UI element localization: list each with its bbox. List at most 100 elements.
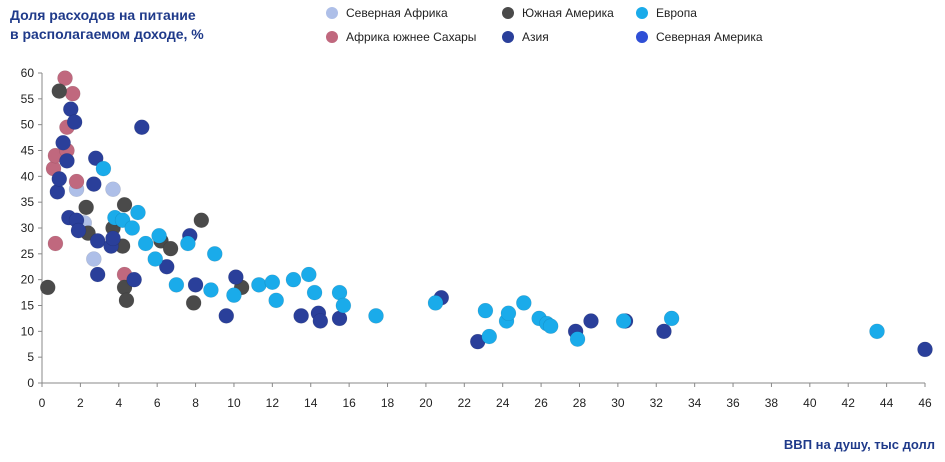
data-point xyxy=(51,83,68,99)
x-tick-label: 14 xyxy=(304,396,318,410)
data-point xyxy=(285,271,302,288)
x-tick-label: 42 xyxy=(842,396,856,410)
legend-label: Южная Америка xyxy=(522,6,614,20)
data-point xyxy=(917,341,933,358)
data-point xyxy=(68,173,85,190)
legend-marker xyxy=(502,31,514,43)
data-point xyxy=(78,199,94,216)
data-point xyxy=(264,274,281,291)
x-tick-label: 2 xyxy=(77,396,84,410)
legend-marker xyxy=(636,31,648,43)
data-point xyxy=(516,295,532,311)
chart-legend: Северная Африка Африка южнее Сахары Южна… xyxy=(326,6,826,50)
data-point xyxy=(49,184,66,200)
legend-item-sub-saharan-africa: Африка южнее Сахары xyxy=(326,30,476,44)
data-point xyxy=(869,323,885,340)
data-point xyxy=(51,171,68,187)
data-point xyxy=(168,277,185,293)
data-point xyxy=(180,235,196,252)
data-point xyxy=(301,266,317,283)
y-tick-label: 10 xyxy=(21,324,35,338)
y-tick-label: 35 xyxy=(21,195,35,209)
data-point xyxy=(105,230,121,247)
legend-item-north-africa: Северная Африка xyxy=(326,6,448,20)
x-tick-label: 40 xyxy=(803,396,817,410)
x-tick-label: 30 xyxy=(611,396,625,410)
legend-label: Северная Африка xyxy=(346,6,448,20)
legend-marker xyxy=(636,7,648,19)
x-tick-label: 24 xyxy=(496,396,510,410)
y-tick-label: 20 xyxy=(21,273,35,287)
data-point xyxy=(251,277,267,293)
chart-title-line-2: в располагаемом доходе, % xyxy=(10,26,204,42)
legend-item-north-america: Северная Америка xyxy=(636,30,763,44)
data-point xyxy=(66,114,83,130)
data-point xyxy=(116,196,133,213)
data-point xyxy=(89,266,106,283)
data-point xyxy=(47,235,64,252)
y-tick-label: 5 xyxy=(27,350,34,364)
data-point xyxy=(55,134,71,151)
y-tick-label: 30 xyxy=(21,221,35,235)
y-tick-label: 45 xyxy=(21,144,35,158)
legend-label: Африка южнее Сахары xyxy=(346,30,477,44)
data-point xyxy=(656,323,672,340)
x-tick-label: 36 xyxy=(726,396,740,410)
data-point xyxy=(126,271,142,288)
legend-label: Европа xyxy=(656,6,697,20)
y-tick-label: 0 xyxy=(27,376,34,390)
legend-item-south-america: Южная Америка xyxy=(502,6,614,20)
y-tick-label: 15 xyxy=(21,299,35,313)
data-point xyxy=(87,150,104,167)
x-tick-label: 26 xyxy=(534,396,548,410)
legend-marker xyxy=(326,31,338,43)
legend-label: Азия xyxy=(522,30,549,44)
data-point xyxy=(306,284,323,301)
legend-marker xyxy=(326,7,338,19)
data-point xyxy=(663,310,680,327)
y-tick-label: 40 xyxy=(21,169,35,183)
x-tick-label: 4 xyxy=(115,396,122,410)
data-point xyxy=(162,240,179,257)
data-point xyxy=(335,297,352,314)
legend-marker xyxy=(502,7,514,19)
x-tick-label: 16 xyxy=(342,396,356,410)
legend-item-europe: Европа xyxy=(636,6,697,20)
data-point xyxy=(615,313,632,329)
data-point xyxy=(134,119,150,136)
x-tick-label: 34 xyxy=(688,396,702,410)
data-point xyxy=(95,160,112,177)
x-tick-label: 12 xyxy=(266,396,280,410)
data-point xyxy=(39,279,56,296)
x-tick-label: 32 xyxy=(650,396,664,410)
data-point xyxy=(124,220,141,236)
data-point xyxy=(228,269,244,285)
data-point xyxy=(86,176,102,192)
data-point xyxy=(218,308,235,324)
data-point xyxy=(203,282,219,298)
data-point xyxy=(542,318,559,334)
data-point xyxy=(70,222,87,239)
y-tick-label: 55 xyxy=(21,92,35,106)
data-point xyxy=(187,277,204,293)
chart-title-line-1: Доля расходов на питание xyxy=(10,7,196,23)
x-tick-label: 22 xyxy=(458,396,472,410)
data-point xyxy=(427,295,444,311)
data-point xyxy=(151,227,167,244)
data-point xyxy=(368,308,384,324)
data-point xyxy=(569,331,586,347)
chart-title: Доля расходов на питание в располагаемом… xyxy=(10,6,204,44)
x-axis-label: ВВП на душу, тыс долл xyxy=(783,437,935,452)
data-point xyxy=(206,246,223,262)
data-point xyxy=(158,258,175,275)
y-tick-label: 25 xyxy=(21,247,35,261)
data-point xyxy=(147,251,164,267)
data-point xyxy=(118,292,135,309)
data-point xyxy=(89,233,106,249)
data-point xyxy=(293,308,309,324)
x-tick-label: 20 xyxy=(419,396,433,410)
x-tick-label: 46 xyxy=(918,396,932,410)
data-point xyxy=(185,295,202,311)
